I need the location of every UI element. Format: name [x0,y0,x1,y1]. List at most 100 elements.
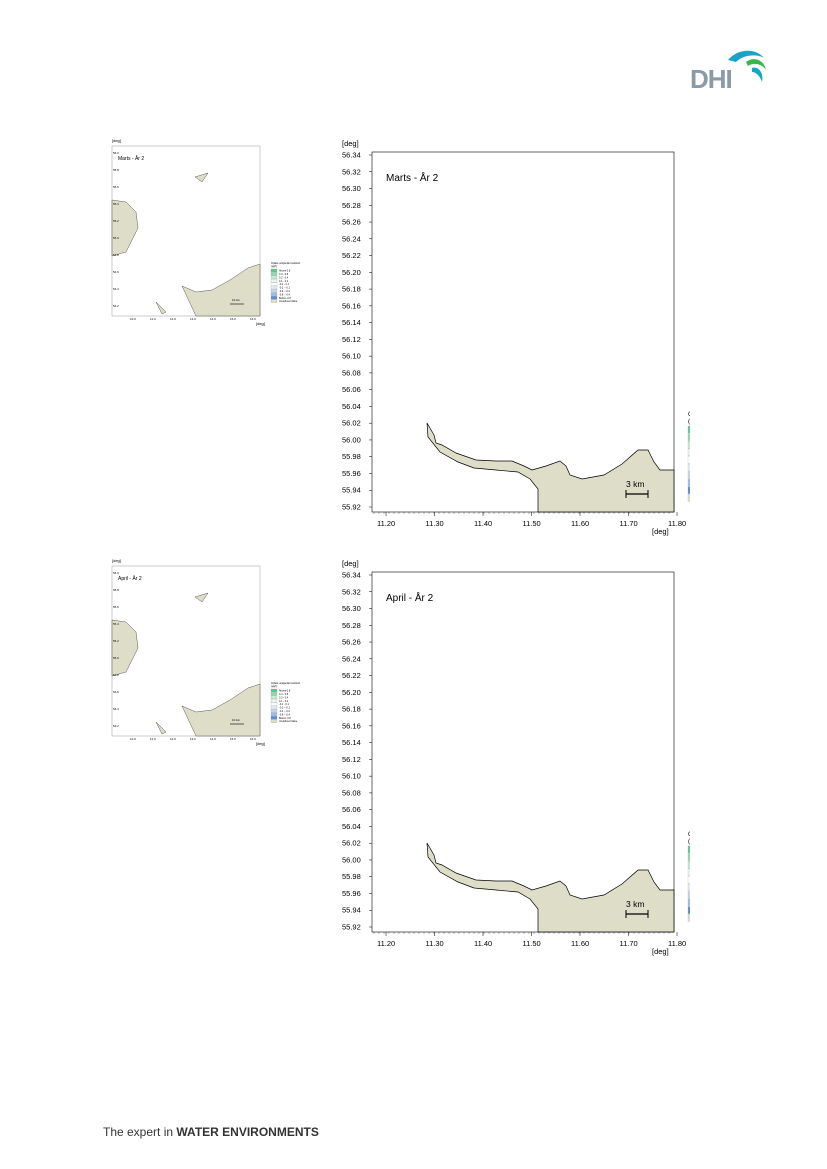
main-scale-label: 3 km [626,899,644,909]
main-deg-label: [deg] [342,559,359,568]
main-legend: Opløst uorganisk kvælstof(µg/l)Above 0.8… [687,831,761,922]
main-y-tick-label: 56.22 [342,251,361,260]
main-y-tick-label: 56.12 [342,755,361,764]
overview-legend-swatch [270,289,278,293]
overview-map: [deg] April - År 2 10 km 56.0 55.8 55.6 55.4 55… [111,558,265,746]
main-y-tick-label: 56.10 [342,772,361,781]
legend-swatch [687,845,697,854]
main-map: [deg] 56.34 56.32 56.30 56.28 56.26 56.24 56.22… [342,139,686,536]
overview-x-tick-label: 16.0 [250,317,256,321]
main-y-tick-label: 56.28 [342,201,361,210]
overview-deg-label: [deg] [112,558,121,563]
overview-x-tick-label: 16.0 [250,737,256,741]
overview-legend-label: Above 0.8 [279,690,291,693]
overview-y-tick-label: 54.2 [113,724,119,728]
overview-legend-swatch [270,702,278,706]
overview-y-tick-label: 55.0 [113,656,119,660]
overview-legend-label: 0.1 - 0.2 [279,700,289,703]
main-y-tick-label: 56.28 [342,621,361,630]
overview-title: Marts - År 2 [118,155,144,162]
overview-legend-label: 0.4 - 0.8 [279,273,289,276]
main-y-tick-label: 56.04 [342,402,361,411]
overview-legend-swatch [270,282,278,286]
main-x-tick-label: 11.30 [426,519,444,528]
footer-prefix: The expert in [103,1125,177,1139]
main-frame [371,151,675,513]
overview-x-deg-label: [deg] [256,741,265,746]
overview-y-tick-label: 55.4 [113,202,119,206]
main-x-tick-label: 11.40 [474,939,492,948]
main-x-tick-label: 11.60 [571,939,589,948]
overview-legend-title: Opløst uorganisk kvælstof [271,682,300,685]
main-x-tick-label: 11.50 [523,519,541,528]
overview-land-south [181,263,261,317]
overview-legend-swatch [270,705,278,710]
overview-islet [155,721,167,735]
overview-x-tick-label: 12.0 [170,737,176,741]
overview-y-tick-label: 54.6 [113,690,119,694]
overview-title: April - År 2 [118,575,142,582]
overview-legend-swatch [270,692,278,696]
main-x-tick-label: 11.20 [377,519,395,528]
overview-legend-label: -0.2 - -0.1 [279,287,290,290]
overview-legend-title: Opløst uorganisk kvælstof [271,262,300,265]
overview-x-tick-label: 10.0 [130,317,136,321]
overview-x-tick-label: 13.0 [190,317,196,321]
overview-y-tick-label: 54.8 [113,253,119,257]
main-x-tick-label: 11.70 [620,939,638,948]
overview-x-tick-label: 15.0 [230,317,236,321]
footer-emphasis: WATER ENVIRONMENTS [176,1125,319,1139]
main-y-tick-label: 55.94 [342,906,361,915]
overview-x-tick-label: 13.0 [190,737,196,741]
main-deg-label: [deg] [342,139,359,148]
overview-x-tick-label: 14.0 [210,317,216,321]
main-y-tick-label: 56.08 [342,368,361,377]
legend-swatch [687,486,697,494]
overview-legend-swatch [270,699,278,703]
main-y-tick-label: 56.30 [342,184,361,193]
overview-y-tick-label: 55.2 [113,639,119,643]
overview-x-tick-label: 14.0 [210,737,216,741]
main-x-tick-label: 11.30 [426,939,444,948]
main-y-tick-label: 56.24 [342,234,361,243]
main-y-tick-label: 55.98 [342,872,361,881]
overview-legend-swatch [270,285,278,290]
overview-deg-label: [deg] [112,138,121,143]
overview-legend-swatch [270,688,278,693]
dhi-wave-icon [728,50,766,82]
overview-legend-label: -0.4 - -0.2 [279,290,290,293]
overview-legend-swatch [270,716,278,720]
legend-swatch [687,441,697,449]
legend-swatch [687,425,697,434]
main-y-tick-label: 56.00 [342,855,361,864]
overview-map: [deg] Marts - År 2 10 km 56.0 55.8 55.6 55.4 55… [111,138,265,326]
overview-islet [155,301,167,315]
main-y-tick-label: 56.22 [342,671,361,680]
overview-x-deg-label: [deg] [256,321,265,326]
main-y-tick-label: 56.24 [342,654,361,663]
overview-legend-swatch [270,695,278,699]
main-x-tick-label: 11.20 [377,939,395,948]
main-y-tick-label: 56.14 [342,318,361,327]
main-x-deg-label: [deg] [652,527,669,536]
overview-y-tick-label: 55.8 [113,168,119,172]
main-y-tick-label: 56.02 [342,839,361,848]
overview-y-tick-label: 55.0 [113,236,119,240]
logo-text: DHI [690,64,733,94]
overview-legend-label: -0.4 - -0.2 [279,710,290,713]
main-x-tick-label: 11.80 [668,939,686,948]
overview-y-tick-label: 55.6 [113,185,119,189]
legend-swatch [687,876,697,884]
main-x-tick-label: 11.80 [668,519,686,528]
overview-y-tick-label: 56.0 [113,151,119,155]
overview-y-tick-label: 56.0 [113,571,119,575]
legend-swatch [687,861,697,869]
overview-legend: Opløst uorganisk kvælstof(µg/l)Above 0.8… [270,262,300,303]
main-y-tick-label: 56.16 [342,301,361,310]
overview-legend-label: -0.1 - 0.1 [279,703,290,706]
legend-swatch [687,914,697,922]
main-y-tick-label: 56.02 [342,419,361,428]
overview-legend-swatch [270,709,278,713]
dhi-logo: DHI [688,46,770,94]
main-y-tick-label: 56.32 [342,167,361,176]
